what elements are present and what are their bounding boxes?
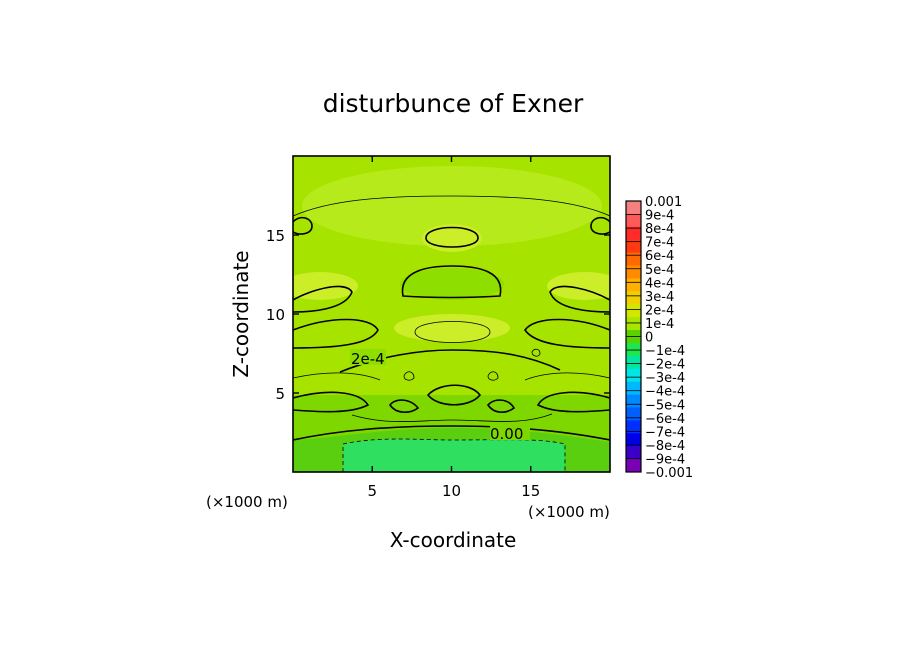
colorbar-label: 5e-4 (645, 263, 674, 278)
plot-area: 2e-4 0.00 (293, 156, 610, 472)
colorbar-label: −6e-4 (645, 412, 685, 427)
colorbar-swatch (626, 381, 641, 395)
contour-line (425, 226, 479, 248)
colorbar-swatch (626, 291, 641, 305)
colorbar-label: −3e-4 (645, 371, 685, 386)
contour-line (531, 348, 541, 357)
contour-line (403, 371, 415, 381)
colorbar-swatch (626, 239, 641, 254)
colorbar-label: 2e-4 (645, 303, 674, 318)
colorbar-label: −9e-4 (645, 452, 685, 467)
colorbar-label: 1e-4 (645, 317, 674, 332)
field-upper-band (302, 166, 602, 246)
x-tick-label: 5 (367, 482, 377, 500)
colorbar-swatch (626, 407, 641, 421)
chart-title: disturbunce of Exner (323, 89, 584, 118)
colorbar-label: 3e-4 (645, 290, 674, 305)
contour-line (293, 425, 610, 441)
colorbar-swatch (626, 201, 641, 215)
colorbar-swatch (626, 226, 641, 241)
colorbar-swatch (626, 278, 641, 292)
colorbar-swatch (626, 265, 641, 279)
contour-line (293, 391, 370, 413)
contour-line (293, 216, 313, 235)
y-unit-label: (×1000 m) (528, 503, 610, 521)
colorbar-label: −0.001 (645, 466, 693, 481)
contour-line (414, 321, 491, 343)
colorbar-label: 8e-4 (645, 222, 674, 237)
x-tick-label: 10 (442, 482, 461, 500)
colorbar-label: 7e-4 (645, 236, 674, 251)
field-center-crest (394, 314, 510, 342)
colorbar-label: 0.001 (645, 195, 682, 210)
colorbar-label: −7e-4 (645, 425, 685, 440)
x-axis-label: X-coordinate (390, 528, 517, 552)
y-tick-label: 15 (266, 227, 285, 245)
contour-line (590, 216, 610, 235)
field-right-crest (547, 272, 610, 300)
colorbar-swatch (626, 446, 641, 460)
contour-line (426, 384, 482, 406)
contour-lines-thin (293, 195, 610, 423)
colorbar-swatch (626, 433, 641, 447)
contour-line (293, 195, 610, 217)
contour-line (549, 285, 610, 313)
contour-label: 0.00 (490, 425, 523, 443)
field-mid-trough (400, 268, 504, 300)
colorbar-label: 6e-4 (645, 249, 674, 264)
contour-line (293, 372, 381, 381)
field-negative-region (343, 439, 565, 472)
contour-line (401, 265, 502, 299)
x-axis-ticks: 5 10 15 (367, 156, 540, 500)
colorbar-swatch (626, 342, 641, 357)
colorbar-swatch (626, 213, 641, 228)
colorbar-label: −5e-4 (645, 398, 685, 413)
colorbar-label: −4e-4 (645, 385, 685, 400)
colorbar-swatch (626, 368, 641, 383)
colorbar-label: 4e-4 (645, 276, 674, 291)
colorbar: 0.0019e-48e-47e-46e-45e-44e-43e-42e-41e-… (625, 195, 693, 481)
x-tick-label: 15 (521, 482, 540, 500)
contour-line (524, 318, 610, 349)
y-axis-label: Z-coordinate (229, 250, 253, 377)
colorbar-swatch (626, 394, 641, 408)
contour-lines (293, 216, 610, 441)
y-axis-ticks: 5 10 15 (266, 227, 610, 403)
contour-label-bg (350, 349, 386, 365)
y-tick-label: 5 (275, 385, 285, 403)
colorbar-swatch (626, 420, 641, 434)
contour-line (293, 285, 353, 313)
contour-line (293, 318, 379, 349)
colorbar-swatch (626, 317, 641, 331)
contour-line (486, 399, 516, 413)
contour-line (351, 413, 553, 423)
x-unit-label: (×1000 m) (206, 493, 288, 511)
colorbar-swatch (626, 252, 641, 266)
colorbar-label: −2e-4 (645, 358, 685, 373)
contour-line (487, 371, 499, 381)
colorbar-label: −1e-4 (645, 344, 685, 359)
colorbar-swatch (626, 459, 641, 473)
y-tick-label: 10 (266, 306, 285, 324)
colorbar-label: −8e-4 (645, 439, 685, 454)
contour-line (536, 391, 610, 413)
contour-line (524, 372, 610, 381)
contour-label: 2e-4 (351, 350, 385, 368)
colorbar-swatch (626, 304, 641, 318)
colorbar-label: 0 (645, 331, 653, 346)
colorbar-swatch (626, 355, 641, 370)
contour-label-bg (490, 424, 530, 440)
contour-line (389, 399, 420, 413)
colorbar-label: 9e-4 (645, 209, 674, 224)
